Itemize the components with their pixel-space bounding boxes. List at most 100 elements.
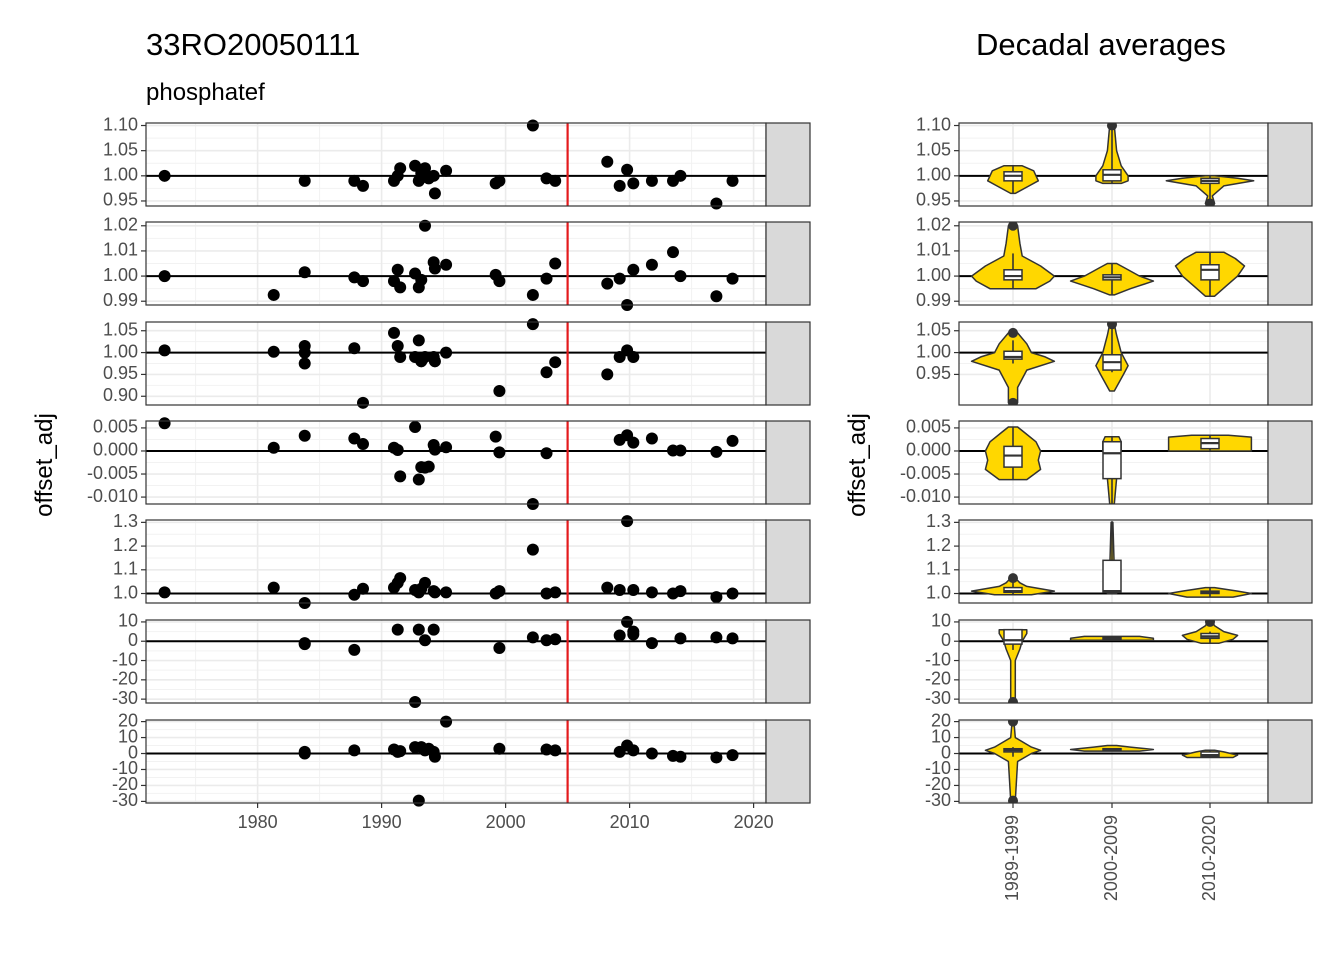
left-panel-silicate-point [348, 588, 361, 601]
left-panel-salinity-point [409, 420, 422, 433]
left-panel-nitrate-point [621, 163, 634, 176]
left-panel-tco2-point [493, 742, 506, 755]
left-xtick-label: 2020 [734, 812, 774, 832]
left-panel-nitrate-point [427, 169, 440, 182]
right-panel-phosphate-ytick-label: 0.95 [916, 363, 951, 383]
left-panel-tco2-point [627, 744, 640, 757]
left-panel-talk-point [621, 615, 634, 628]
left-panel-salinity-point [428, 443, 441, 456]
left-panel-salinity-point [158, 417, 171, 430]
left-panel-salinity-point [267, 441, 280, 454]
left-panel-talk-point [493, 641, 506, 654]
right-panel-tco2-violin-1989-1999-outlier [1008, 795, 1018, 803]
left-panel-talk-point [298, 638, 311, 651]
left-panel-nitrate-point [549, 174, 562, 187]
left-panel-silicate-point [428, 586, 441, 599]
left-panel-nitrate-point [428, 187, 441, 200]
left-panel-salinity-point [627, 436, 640, 449]
right-panel-silicate-strip [1267, 519, 1313, 604]
right-panel-oxygen-violins [970, 222, 1246, 297]
right-panel-talk-ytick-label: 0 [941, 630, 951, 650]
left-panel-phosphate-point [440, 346, 453, 359]
left-panel-nitrate-ytick-label: 1.05 [103, 139, 138, 159]
left-panel-talk-ytick-label: -20 [112, 669, 138, 689]
left-panel-phosphate-point [348, 342, 361, 355]
left-panel-nitrate-background [146, 123, 766, 206]
left-panel-salinity-point [422, 460, 435, 473]
left-panel-phosphate-point [549, 356, 562, 369]
left-panel-phosphate-point [526, 318, 539, 331]
chart-title: 33RO20050111 [146, 27, 360, 62]
left-panel-talk-background [146, 620, 766, 703]
left-panel-oxygen-point [493, 275, 506, 288]
right-panel-tco2-ytick-label: -20 [925, 774, 951, 794]
left-panel-phosphate-ytick-label: 0.90 [103, 385, 138, 405]
left-panel-silicate-point [549, 586, 562, 599]
left-panel-nitrate-point [394, 162, 407, 175]
left-panel-phosphate-point [601, 368, 614, 381]
left-panel-oxygen-point [613, 272, 626, 285]
left-panel-talk-ytick-label: -10 [112, 649, 138, 669]
left-panel-tco2-ytick-label: 20 [118, 710, 138, 730]
left-panel-oxygen-point [394, 281, 407, 294]
left-panel-silicate-ytick-label: 1.0 [113, 582, 138, 602]
left-panel-talk-point [627, 628, 640, 641]
right-panel-phosphate-violin-1989-1999-outlier [1008, 397, 1018, 405]
right-panel-silicate-ytick-label: 1.3 [926, 511, 951, 531]
left-panel-oxygen-point [627, 263, 640, 276]
left-panel-silicate-strip [765, 519, 811, 604]
left-panel-silicate-ytick-label: 1.1 [113, 559, 138, 579]
left-panel-silicate-point [726, 587, 739, 600]
right-panel-nitrate-ytick-label: 0.95 [916, 190, 951, 210]
left-panel-tco2-ytick-label: -10 [112, 758, 138, 778]
left-panel-oxygen-ytick-label: 1.00 [103, 265, 138, 285]
left-panel-nitrate-point [645, 174, 658, 187]
left-xtick-label: 2010 [610, 812, 650, 832]
left-panel-oxygen-point [710, 290, 723, 303]
left-panel-silicate-point [394, 572, 407, 585]
chart-subtitle: phosphatef [146, 79, 265, 106]
right-panel-tco2-ytick-label: 10 [931, 726, 951, 746]
right-panel-silicate-ytick-label: 1.1 [926, 559, 951, 579]
left-panel-nitrate-point [674, 169, 687, 182]
left-panel-nitrate-point [601, 155, 614, 168]
left-panel-phosphate-point [391, 340, 404, 353]
left-panel-oxygen-point [415, 273, 428, 286]
right-panel-nitrate-violin-2010-2020-outlier [1205, 198, 1215, 206]
left-panel-nitrate-point [710, 197, 723, 210]
left-panel-talk-ytick-label: 10 [118, 611, 138, 631]
left-panel-phosphate-point [298, 357, 311, 370]
left-panel-oxygen-strip [765, 221, 811, 306]
right-panel-phosphate-ytick-label: 1.00 [916, 341, 951, 361]
left-panel-talk-ytick-label: 0 [128, 630, 138, 650]
left-panel-salinity-point [674, 444, 687, 457]
left-panel-talk-point [348, 643, 361, 656]
left-panel-talk-point [419, 634, 431, 647]
right-panel-silicate-ytick-label: 1.0 [926, 582, 951, 602]
right-panel-salinity-ytick-label: 0.000 [906, 440, 951, 460]
left-y-axis-label: offset_adj [31, 413, 58, 517]
right-panel-talk-violins [998, 620, 1239, 703]
left-panel-oxygen-point [419, 219, 431, 232]
left-panel-nitrate-point [526, 119, 539, 132]
left-panel-talk-point [427, 623, 440, 636]
left-panel-talk-point [412, 623, 425, 636]
left-panel-phosphate-point [158, 344, 171, 357]
left-panel-oxygen-point [391, 263, 404, 276]
left-panel-oxygen-point [428, 262, 441, 275]
left-panel-phosphate-point [493, 385, 506, 398]
left-panel-oxygen-point [674, 270, 687, 283]
left-panel-salinity-point [391, 444, 404, 457]
left-panel-silicate-point [493, 585, 506, 598]
right-panel-tco2-ytick-label: -30 [925, 790, 951, 810]
left-panel-talk-point [710, 631, 723, 644]
left-panel-phosphate-point [627, 350, 640, 363]
left-xtick-label: 1990 [362, 812, 402, 832]
left-panel-silicate-point [627, 583, 640, 596]
left-panel-oxygen-ytick-label: 1.02 [103, 215, 138, 235]
left-panel-salinity-ytick-label: 0.005 [93, 417, 138, 437]
left-panel-silicate-point [357, 582, 369, 595]
right-y-axis-label: offset_adj [844, 413, 871, 517]
left-panel-oxygen-point [667, 246, 679, 259]
left-panel-silicate-point [419, 576, 431, 589]
